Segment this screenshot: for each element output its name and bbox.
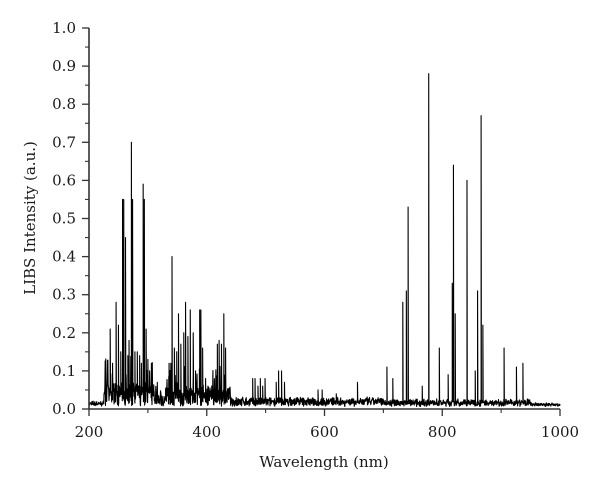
x-tick-label: 400 xyxy=(192,423,221,441)
y-tick-label: 0.1 xyxy=(52,362,76,380)
x-tick-label: 1000 xyxy=(541,423,579,441)
y-tick-label: 0.0 xyxy=(52,400,76,418)
y-tick-label: 0.5 xyxy=(52,210,76,228)
y-axis-title: LIBS Intensity (a.u.) xyxy=(21,141,39,295)
x-tick-label: 200 xyxy=(75,423,104,441)
y-tick-label: 0.6 xyxy=(52,171,76,189)
x-tick-label: 600 xyxy=(310,423,339,441)
spectrum-line xyxy=(88,73,561,408)
y-tick-label: 0.3 xyxy=(52,286,76,304)
y-tick-label: 0.7 xyxy=(52,133,76,151)
y-tick-label: 0.8 xyxy=(52,95,76,113)
y-tick-label: 0.2 xyxy=(52,324,76,342)
y-tick-label: 1.0 xyxy=(52,19,76,37)
x-tick-label: 800 xyxy=(428,423,457,441)
plot-area xyxy=(88,73,561,408)
x-axis-title: Wavelength (nm) xyxy=(259,453,388,471)
y-tick-label: 0.4 xyxy=(52,248,76,266)
y-tick-label: 0.9 xyxy=(52,57,76,75)
axes: 200 400 600 800 1000 0.0 0.1 0.2 0.3 0.4 0.5 0.6 0.7… xyxy=(52,19,579,441)
